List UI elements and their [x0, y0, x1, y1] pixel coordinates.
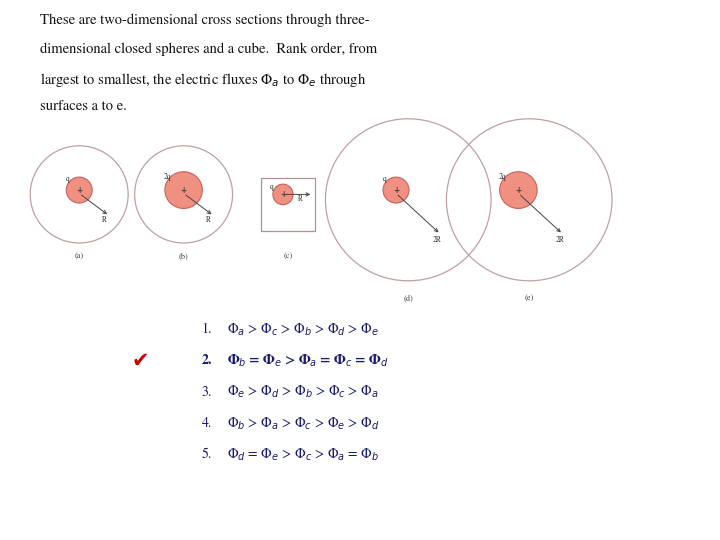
Text: q: q — [66, 176, 70, 183]
Text: q: q — [382, 176, 387, 183]
Text: 2q: 2q — [163, 173, 171, 181]
Text: (d): (d) — [403, 295, 413, 302]
Text: Φ$_b$ > Φ$_a$ > Φ$_c$ > Φ$_e$ > Φ$_d$: Φ$_b$ > Φ$_a$ > Φ$_c$ > Φ$_e$ > Φ$_d$ — [227, 415, 379, 431]
Text: R: R — [102, 217, 107, 224]
Ellipse shape — [383, 177, 409, 203]
Text: +: + — [181, 186, 186, 194]
Text: (c): (c) — [284, 253, 292, 260]
Text: +: + — [280, 190, 286, 199]
Ellipse shape — [66, 177, 92, 203]
Text: 2.: 2. — [202, 354, 212, 367]
Text: These are two-dimensional cross sections through three-: These are two-dimensional cross sections… — [40, 14, 369, 27]
Text: R: R — [298, 195, 302, 203]
Text: largest to smallest, the electric fluxes Φ$_a$ to Φ$_e$ through: largest to smallest, the electric fluxes… — [40, 71, 366, 89]
Text: (e): (e) — [525, 295, 534, 302]
Text: 3.: 3. — [202, 386, 212, 399]
Text: 4.: 4. — [202, 417, 212, 430]
Text: Φ$_e$ > Φ$_d$ > Φ$_b$ > Φ$_c$ > Φ$_a$: Φ$_e$ > Φ$_d$ > Φ$_b$ > Φ$_c$ > Φ$_a$ — [227, 384, 379, 400]
Ellipse shape — [500, 172, 537, 208]
Text: dimensional closed spheres and a cube.  Rank order, from: dimensional closed spheres and a cube. R… — [40, 42, 377, 56]
Text: Φ$_b$ = Φ$_e$ > Φ$_a$ = Φ$_c$ = Φ$_d$: Φ$_b$ = Φ$_e$ > Φ$_a$ = Φ$_c$ = Φ$_d$ — [227, 353, 388, 369]
Text: Φ$_a$ > Φ$_c$ > Φ$_b$ > Φ$_d$ > Φ$_e$: Φ$_a$ > Φ$_c$ > Φ$_b$ > Φ$_d$ > Φ$_e$ — [227, 321, 379, 338]
Text: (a): (a) — [75, 253, 84, 260]
Text: +: + — [76, 186, 82, 194]
Text: R: R — [207, 217, 211, 224]
Bar — [261, 178, 315, 231]
Text: 2R: 2R — [556, 236, 564, 244]
Text: 2R: 2R — [433, 236, 441, 244]
Ellipse shape — [273, 184, 293, 205]
Text: 1.: 1. — [202, 323, 212, 336]
Text: (b): (b) — [179, 253, 189, 260]
Text: 2q: 2q — [499, 173, 506, 181]
Text: ✔: ✔ — [132, 350, 149, 371]
Text: surfaces a to e.: surfaces a to e. — [40, 99, 126, 113]
Text: q: q — [269, 184, 274, 191]
Ellipse shape — [165, 172, 202, 208]
Text: +: + — [516, 186, 521, 194]
Text: +: + — [393, 186, 399, 194]
Text: Φ$_d$ = Φ$_e$ > Φ$_c$ > Φ$_a$ = Φ$_b$: Φ$_d$ = Φ$_e$ > Φ$_c$ > Φ$_a$ = Φ$_b$ — [227, 447, 379, 463]
Text: 5.: 5. — [202, 448, 212, 461]
